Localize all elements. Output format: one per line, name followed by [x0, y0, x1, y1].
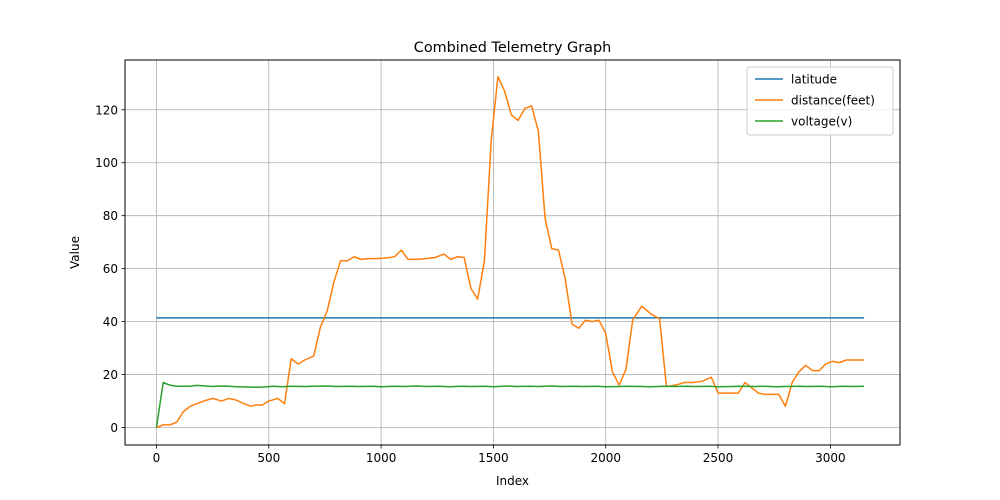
legend: latitude distance(feet) voltage(v)	[746, 66, 894, 136]
chart-title: Combined Telemetry Graph	[414, 40, 611, 56]
y-tick-label: 20	[103, 368, 118, 382]
legend-label: voltage(v)	[791, 115, 852, 129]
x-tick-label: 500	[257, 451, 280, 465]
x-tick-label: 3000	[815, 451, 846, 465]
axis-ticks: 0 500 1000 1500 2000 2500 3000 0 20 40 60 80 100 120	[95, 103, 846, 465]
y-tick-label: 0	[110, 421, 118, 435]
y-tick-label: 120	[95, 103, 118, 117]
x-axis-label: Index	[496, 474, 529, 488]
y-axis-label: Value	[68, 236, 82, 269]
x-tick-label: 0	[153, 451, 161, 465]
legend-label: distance(feet)	[791, 94, 875, 108]
y-tick-label: 80	[103, 209, 118, 223]
legend-box	[746, 66, 894, 136]
grid	[125, 60, 900, 445]
series-lines	[155, 75, 865, 429]
x-tick-label: 1500	[478, 451, 509, 465]
y-tick-label: 100	[95, 156, 118, 170]
x-tick-label: 2000	[590, 451, 621, 465]
y-tick-label: 40	[103, 315, 118, 329]
x-tick-label: 1000	[366, 451, 397, 465]
legend-label: latitude	[791, 73, 837, 87]
x-tick-label: 2500	[703, 451, 734, 465]
series-line-2	[155, 381, 865, 428]
y-tick-label: 60	[103, 262, 118, 276]
plot-frame	[124, 59, 901, 446]
